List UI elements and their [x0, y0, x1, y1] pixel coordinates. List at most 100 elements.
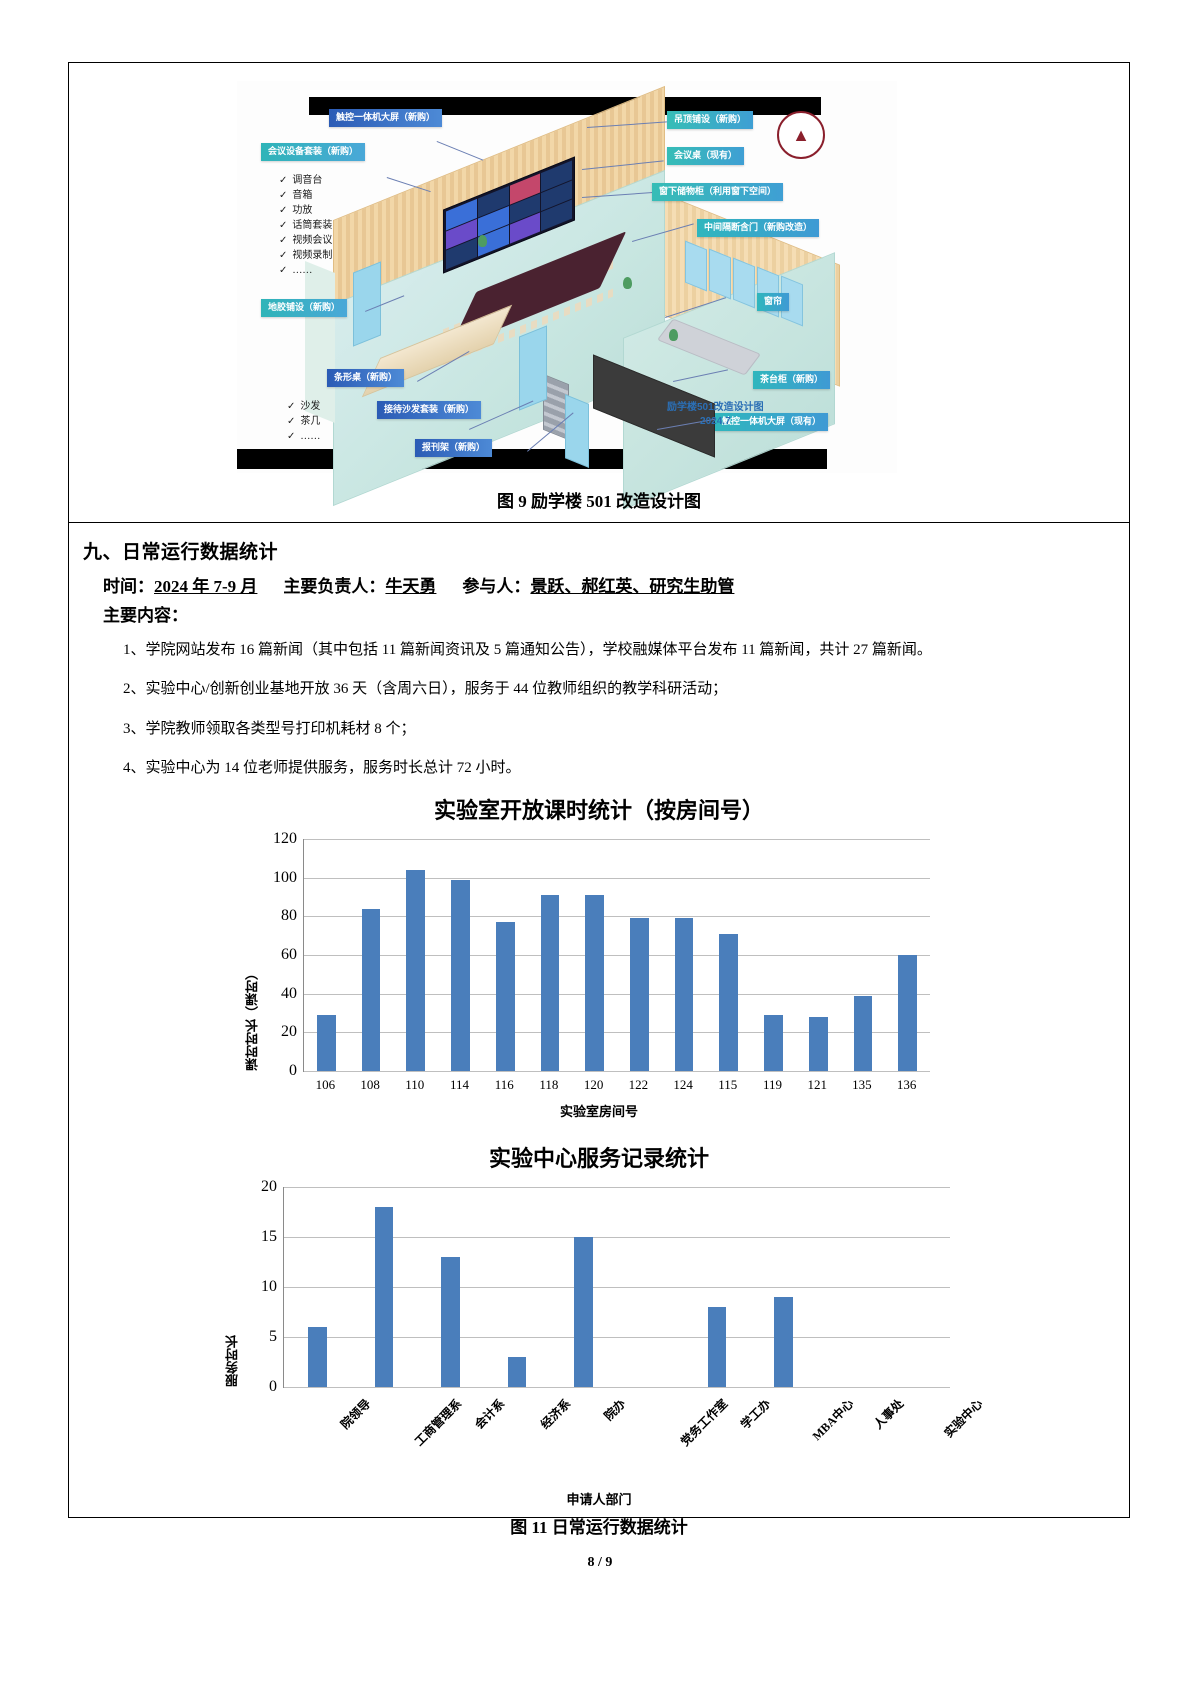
- daily-operation-section: 九、日常运行数据统计 时间：2024 年 7-9 月 主要负责人：牛天勇 参与人：景…: [69, 523, 1129, 1537]
- participants-value: 景跃、郝红英、研究生助管: [530, 577, 735, 596]
- bar-119: [764, 1014, 783, 1071]
- chart2-ytick: 10: [261, 1278, 277, 1295]
- check-icon: ✓: [279, 190, 288, 201]
- illustration-caption: 励学楼501改造设计图 2024.7: [667, 401, 764, 428]
- bar-120: [585, 895, 605, 1071]
- illustration-caption-line2: 2024.7: [700, 415, 731, 427]
- figure9-caption: 图 9 励学楼 501 改造设计图: [497, 492, 701, 511]
- door-right: [565, 394, 589, 468]
- content-item-0: 1、学院网站发布 16 篇新闻（其中包括 11 篇新闻资讯及 5 篇通知公告），…: [123, 642, 932, 658]
- checklist-equipment-item-5: 视频录制: [292, 250, 333, 261]
- bar-135: [853, 995, 873, 1071]
- chart2-ylabel: 服务时长: [225, 1335, 240, 1387]
- chart1-gridline: [304, 1071, 930, 1072]
- bar-136: [898, 955, 918, 1071]
- plant-2: [623, 277, 632, 289]
- label-reception-sofa: 接待沙发套装（新购）: [377, 401, 482, 419]
- chart1-ytick: 40: [281, 984, 297, 1002]
- chart2-ytick: 15: [261, 1228, 277, 1245]
- checklist-sofa: ✓ 沙发 ✓ 茶几 ✓ ……: [287, 399, 320, 444]
- bar-114: [451, 879, 470, 1071]
- xtick-136: 136: [896, 1077, 917, 1092]
- checklist-equipment: ✓ 调音台 ✓ 音箱 ✓ 功放 ✓ 话筒套装 ✓ 视频会议 ✓ 视频录制 ✓ ……: [279, 173, 332, 278]
- check-icon: ✓: [279, 235, 288, 246]
- xtick-122: 122: [628, 1077, 649, 1092]
- check-icon: ✓: [279, 205, 288, 216]
- window-pane-3: [733, 257, 755, 309]
- chart2-gridline: [284, 1237, 950, 1238]
- label-window-cabinet: 窗下储物柜（利用窗下空间）: [652, 183, 784, 201]
- figure9-cell: ▲ 触控一体机大屏（新购） 会议设备套装（新购）: [69, 63, 1129, 523]
- content-item-2: 3、学院教师领取各类型号打印机耗材 8 个；: [123, 720, 416, 737]
- checklist-equipment-item-6: ……: [292, 265, 313, 276]
- bar-学工办: [707, 1307, 727, 1387]
- label-strip-table: 条形桌（新购）: [327, 369, 405, 387]
- checklist-sofa-item-1: 茶几: [300, 416, 321, 427]
- bar-院办: [574, 1237, 594, 1387]
- chart1-xlabel: 实验室房间号: [559, 1104, 638, 1119]
- chart-1-plot-area: 课时时长（课时） 0 20 40 60 80 100 120 106 108 110 114 116 11…: [239, 829, 959, 1119]
- chart1-ytick: 120: [273, 830, 297, 847]
- time-label: 时间：: [103, 577, 154, 596]
- xtick-MBA中心: MBA中心: [809, 1396, 856, 1444]
- chart2-gridline: [284, 1287, 950, 1288]
- xtick-学工办: 学工办: [737, 1396, 774, 1432]
- xtick-110: 110: [405, 1077, 425, 1092]
- check-icon: ✓: [279, 250, 288, 261]
- chart2-xlabel: 申请人部门: [566, 1492, 632, 1507]
- chart2-ytick: 0: [269, 1378, 277, 1395]
- label-floor-glue: 地胶铺设（新购）: [261, 299, 348, 317]
- xtick-108: 108: [360, 1077, 380, 1092]
- chart1-ytick: 100: [273, 868, 297, 886]
- window-pane-1: [685, 240, 707, 292]
- xtick-经济系: 经济系: [538, 1396, 574, 1432]
- xtick-114: 114: [449, 1077, 470, 1092]
- bar-118: [540, 895, 560, 1071]
- university-logo: ▲: [777, 111, 825, 159]
- chart2-gridline: [284, 1187, 950, 1188]
- chart2-gridline: [284, 1387, 950, 1388]
- chart1-plot: [303, 839, 930, 1072]
- check-icon: ✓: [279, 175, 288, 186]
- bar-MBA中心: [774, 1297, 793, 1387]
- content-label: 主要内容：: [103, 606, 188, 625]
- bar-116: [495, 922, 515, 1071]
- bar-108: [361, 908, 381, 1071]
- xtick-党务工作室: 党务工作室: [678, 1396, 731, 1449]
- xtick-120: 120: [583, 1077, 604, 1092]
- bar-经济系: [507, 1357, 527, 1387]
- bar-121: [808, 1016, 828, 1071]
- label-conference-equipment: 会议设备套装（新购）: [261, 143, 366, 161]
- chart-1-title: 实验室开放课时统计（按房间号）: [433, 798, 764, 823]
- participants-label: 参与人：: [462, 577, 531, 596]
- checklist-equipment-item-2: 功放: [292, 205, 313, 216]
- check-icon: ✓: [287, 401, 296, 412]
- isometric-room-diagram: [293, 85, 853, 510]
- door-middle: [519, 325, 547, 411]
- bar-会计系: [441, 1257, 460, 1387]
- checklist-equipment-item-1: 音箱: [292, 190, 313, 201]
- illustration-caption-line1: 励学楼501改造设计图: [667, 402, 764, 413]
- label-partition-door: 中间隔断含门（新购改造）: [697, 219, 820, 237]
- chart1-ytick: 20: [281, 1023, 297, 1041]
- xtick-121: 121: [807, 1077, 827, 1092]
- chart2-gridline: [284, 1337, 950, 1338]
- label-touch-screen-existing: 触控一体机大屏（现有）: [715, 413, 829, 431]
- xtick-会计系: 会计系: [471, 1396, 507, 1432]
- bar-106: [316, 1014, 336, 1071]
- chart2-plot: [283, 1187, 950, 1388]
- checklist-equipment-item-4: 视频会议: [292, 235, 333, 246]
- chart-2-plot-area: 服务时长 0 5 10 15 20 院领导 工商管理系 会计系 经济系 院办 党务工作室 学工办 MBA中…: [219, 1177, 985, 1508]
- label-conference-table: 会议桌（现有）: [667, 147, 745, 165]
- figure9-illustration: ▲ 触控一体机大屏（新购） 会议设备套装（新购）: [237, 81, 897, 510]
- leader-value: 牛天勇: [385, 577, 437, 596]
- label-tea-cabinet: 茶台柜（新购）: [753, 371, 831, 389]
- xtick-106: 106: [315, 1077, 336, 1092]
- chart1-gridline: [304, 916, 930, 918]
- xtick-124: 124: [673, 1077, 693, 1092]
- bar-124: [674, 918, 694, 1071]
- chart2-ytick: 5: [269, 1328, 277, 1345]
- time-value: 2024 年 7-9 月: [154, 577, 258, 596]
- check-icon: ✓: [279, 220, 288, 231]
